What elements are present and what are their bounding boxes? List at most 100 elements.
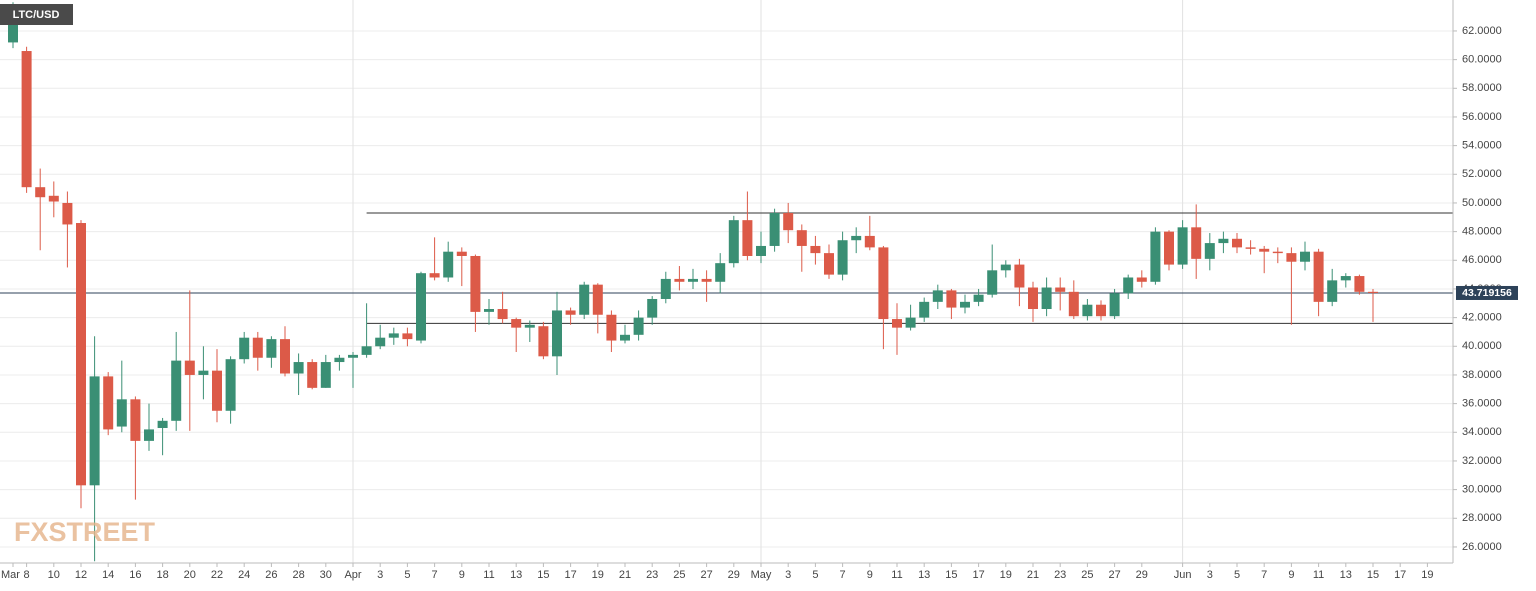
candle-body bbox=[21, 51, 32, 188]
candle-body bbox=[824, 253, 834, 275]
candle-body bbox=[1164, 231, 1174, 265]
candle-body bbox=[402, 333, 413, 340]
candle-body bbox=[361, 346, 372, 355]
x-tick-label: 26 bbox=[265, 569, 277, 581]
x-tick-label: 15 bbox=[537, 569, 549, 581]
candle-body bbox=[1136, 277, 1147, 282]
x-tick-label: 14 bbox=[102, 569, 114, 581]
candle-body bbox=[796, 230, 807, 246]
candle-body bbox=[1068, 291, 1079, 317]
candle-body bbox=[470, 255, 481, 312]
candle-body bbox=[35, 187, 46, 198]
x-tick-label: 15 bbox=[945, 569, 957, 581]
x-tick-label: 5 bbox=[404, 569, 410, 581]
x-tick-label: 8 bbox=[24, 569, 30, 581]
candle-body bbox=[1082, 304, 1093, 317]
candle-body bbox=[647, 298, 658, 318]
y-tick-label: 36.0000 bbox=[1462, 398, 1502, 410]
candle-body bbox=[1218, 238, 1229, 244]
x-tick-label: 15 bbox=[1367, 569, 1379, 581]
x-tick-label: 11 bbox=[483, 569, 494, 581]
candle-body bbox=[701, 278, 712, 282]
x-tick-label: 30 bbox=[320, 569, 332, 581]
candle-body bbox=[456, 251, 467, 256]
candle-body bbox=[878, 247, 889, 320]
x-tick-label: 27 bbox=[1108, 569, 1120, 581]
x-tick-label: 17 bbox=[1394, 569, 1406, 581]
y-tick-label: 30.0000 bbox=[1462, 484, 1502, 496]
price-label: 43.719156 bbox=[1462, 287, 1512, 299]
candle-body bbox=[1313, 251, 1324, 302]
candle-body bbox=[565, 310, 576, 315]
candle-body bbox=[198, 370, 209, 375]
candle-body bbox=[103, 376, 114, 430]
candle-body bbox=[674, 278, 685, 282]
candle-body bbox=[225, 359, 236, 411]
x-tick-label: 22 bbox=[211, 569, 223, 581]
candles bbox=[8, 2, 1378, 562]
x-tick-label: 19 bbox=[592, 569, 604, 581]
candle-body bbox=[1000, 264, 1011, 271]
candle-body bbox=[756, 245, 766, 256]
x-tick-label: Mar bbox=[1, 569, 20, 581]
candle-body bbox=[783, 212, 794, 231]
candle-body bbox=[524, 324, 535, 328]
x-tick-label: Jun bbox=[1174, 569, 1192, 581]
y-tick-label: 52.0000 bbox=[1462, 168, 1502, 180]
candle-body bbox=[1232, 238, 1242, 248]
candle-body bbox=[592, 284, 603, 315]
x-tick-label: 19 bbox=[1421, 569, 1433, 581]
x-tick-label: Apr bbox=[344, 569, 361, 581]
candle-body bbox=[660, 278, 671, 299]
x-tick-label: 9 bbox=[867, 569, 873, 581]
x-tick-label: 28 bbox=[292, 569, 304, 581]
candle-body bbox=[116, 399, 127, 427]
candle-body bbox=[484, 309, 494, 312]
candle-body bbox=[1340, 276, 1351, 281]
x-tick-label: 10 bbox=[48, 569, 60, 581]
x-tick-label: 20 bbox=[184, 569, 196, 581]
candle-body bbox=[388, 333, 399, 338]
candle-body bbox=[1150, 231, 1161, 282]
candle-body bbox=[89, 376, 100, 486]
x-tick-label: 21 bbox=[619, 569, 631, 581]
x-tick-label: 13 bbox=[1340, 569, 1352, 581]
chart-title: LTC/USD bbox=[13, 9, 60, 21]
candle-body bbox=[48, 195, 59, 202]
candle-body bbox=[144, 429, 154, 441]
candle-body bbox=[1096, 304, 1106, 317]
candle-body bbox=[429, 273, 440, 278]
candle-body bbox=[892, 319, 902, 328]
candle-body bbox=[1014, 264, 1025, 288]
candle-body bbox=[1204, 243, 1215, 259]
candle-body bbox=[606, 314, 617, 341]
x-tick-label: 29 bbox=[1136, 569, 1148, 581]
y-tick-label: 54.0000 bbox=[1462, 140, 1502, 152]
x-tick-label: 17 bbox=[564, 569, 576, 581]
y-tick-label: 58.0000 bbox=[1462, 82, 1502, 94]
x-tick-label: 12 bbox=[75, 569, 87, 581]
candle-body bbox=[511, 319, 522, 328]
candle-body bbox=[252, 337, 263, 358]
x-tick-label: 13 bbox=[918, 569, 930, 581]
x-tick-label: 21 bbox=[1027, 569, 1039, 581]
candle-body bbox=[157, 420, 168, 428]
candle-body bbox=[212, 370, 222, 411]
candle-body bbox=[620, 334, 630, 341]
candle-body bbox=[1354, 276, 1365, 292]
price-label-box bbox=[1456, 285, 1518, 300]
candle-body bbox=[266, 339, 277, 358]
x-tick-label: 19 bbox=[1000, 569, 1012, 581]
candle-body bbox=[960, 301, 970, 308]
candle-body bbox=[130, 399, 141, 441]
x-tick-label: 23 bbox=[646, 569, 658, 581]
candle-body bbox=[320, 362, 331, 388]
x-tick-label: 3 bbox=[377, 569, 383, 581]
candle-body bbox=[932, 290, 943, 302]
x-tick-label: 13 bbox=[510, 569, 522, 581]
x-tick-label: 18 bbox=[156, 569, 168, 581]
x-tick-label: 5 bbox=[812, 569, 818, 581]
candle-body bbox=[633, 317, 644, 335]
